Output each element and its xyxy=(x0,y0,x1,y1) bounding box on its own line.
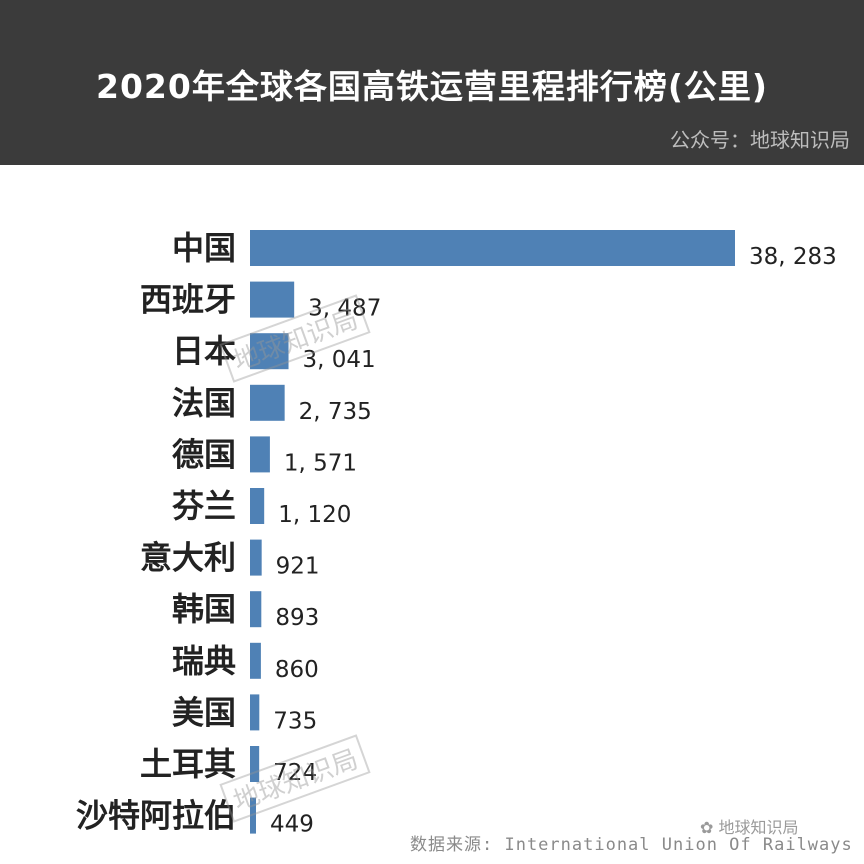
value-label-10: 724 xyxy=(273,760,317,786)
chart-title: 2020年全球各国高铁运营里程排行榜(公里) xyxy=(95,67,768,106)
value-label-6: 921 xyxy=(276,554,320,580)
category-label-2: 日本 xyxy=(172,332,236,370)
value-label-4: 1, 571 xyxy=(284,450,357,476)
bar-2 xyxy=(250,333,289,370)
account-label: 公众号：地球知识局 xyxy=(670,128,850,152)
bar-8 xyxy=(250,642,261,679)
bar-0 xyxy=(250,230,735,266)
header-banner: 2020年全球各国高铁运营里程排行榜(公里) 公众号：地球知识局 xyxy=(0,0,864,165)
category-label-0: 中国 xyxy=(172,229,236,267)
category-label-9: 美国 xyxy=(172,693,236,731)
value-label-3: 2, 735 xyxy=(299,399,372,425)
value-label-5: 1, 120 xyxy=(278,502,351,528)
category-label-7: 韩国 xyxy=(172,590,236,628)
bar-5 xyxy=(250,488,265,524)
category-label-4: 德国 xyxy=(172,435,236,473)
bar-4 xyxy=(250,436,270,473)
category-label-10: 土耳其 xyxy=(140,745,236,783)
data-source: 数据来源: International Union Of Railways xyxy=(410,835,853,855)
value-label-7: 893 xyxy=(275,605,319,631)
bar-6 xyxy=(250,539,262,576)
category-label-11: 沙特阿拉伯 xyxy=(76,797,236,835)
category-label-6: 意大利 xyxy=(140,539,236,577)
value-label-11: 449 xyxy=(270,812,314,838)
bar-3 xyxy=(250,384,285,421)
value-label-0: 38, 283 xyxy=(749,244,837,270)
wechat-icon: ✿ xyxy=(700,818,714,837)
value-label-9: 735 xyxy=(273,708,317,734)
value-label-8: 860 xyxy=(275,657,319,683)
value-label-1: 3, 487 xyxy=(308,296,381,322)
logo-text: 地球知识局 xyxy=(718,818,799,837)
category-label-5: 芬兰 xyxy=(172,487,236,525)
category-label-8: 瑞典 xyxy=(172,642,236,680)
bar-10 xyxy=(250,746,260,782)
bar-1 xyxy=(250,281,295,318)
value-label-2: 3, 041 xyxy=(303,347,376,373)
category-label-1: 西班牙 xyxy=(140,281,236,319)
wechat-logo-watermark: ✿ 地球知识局 xyxy=(700,814,799,838)
bar-11 xyxy=(250,797,256,834)
bar-7 xyxy=(250,591,262,628)
bar-9 xyxy=(250,694,260,731)
category-label-3: 法国 xyxy=(172,384,236,422)
